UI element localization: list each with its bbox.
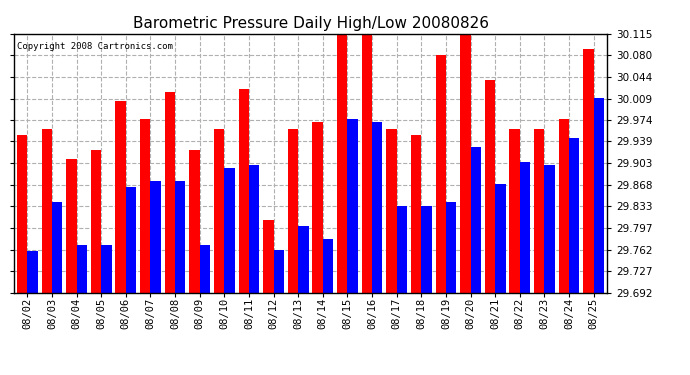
Bar — [583, 49, 593, 292]
Bar — [165, 92, 175, 292]
Bar — [140, 119, 150, 292]
Bar — [397, 206, 407, 292]
Bar — [224, 168, 235, 292]
Bar — [263, 220, 273, 292]
Bar — [298, 226, 308, 292]
Bar — [214, 129, 224, 292]
Bar — [544, 165, 555, 292]
Bar — [471, 147, 481, 292]
Bar — [115, 101, 126, 292]
Bar — [41, 129, 52, 292]
Bar — [520, 162, 530, 292]
Bar — [126, 187, 136, 292]
Bar — [239, 89, 249, 292]
Title: Barometric Pressure Daily High/Low 20080826: Barometric Pressure Daily High/Low 20080… — [132, 16, 489, 31]
Bar — [249, 165, 259, 292]
Bar — [91, 150, 101, 292]
Bar — [348, 119, 358, 292]
Bar — [435, 55, 446, 292]
Bar — [52, 202, 62, 292]
Bar — [422, 206, 432, 292]
Bar — [150, 180, 161, 292]
Bar — [313, 123, 323, 292]
Bar — [485, 80, 495, 292]
Bar — [569, 138, 580, 292]
Bar — [362, 31, 372, 292]
Bar — [273, 250, 284, 292]
Bar — [559, 119, 569, 292]
Bar — [593, 98, 604, 292]
Bar — [175, 180, 186, 292]
Bar — [386, 129, 397, 292]
Bar — [199, 245, 210, 292]
Bar — [66, 159, 77, 292]
Bar — [495, 184, 506, 292]
Bar — [534, 129, 544, 292]
Bar — [509, 129, 520, 292]
Bar — [446, 202, 456, 292]
Text: Copyright 2008 Cartronics.com: Copyright 2008 Cartronics.com — [17, 42, 172, 51]
Bar — [323, 238, 333, 292]
Bar — [337, 31, 348, 292]
Bar — [189, 150, 199, 292]
Bar — [101, 245, 112, 292]
Bar — [411, 135, 422, 292]
Bar — [77, 245, 87, 292]
Bar — [17, 135, 28, 292]
Bar — [28, 251, 38, 292]
Bar — [460, 31, 471, 292]
Bar — [372, 123, 382, 292]
Bar — [288, 129, 298, 292]
